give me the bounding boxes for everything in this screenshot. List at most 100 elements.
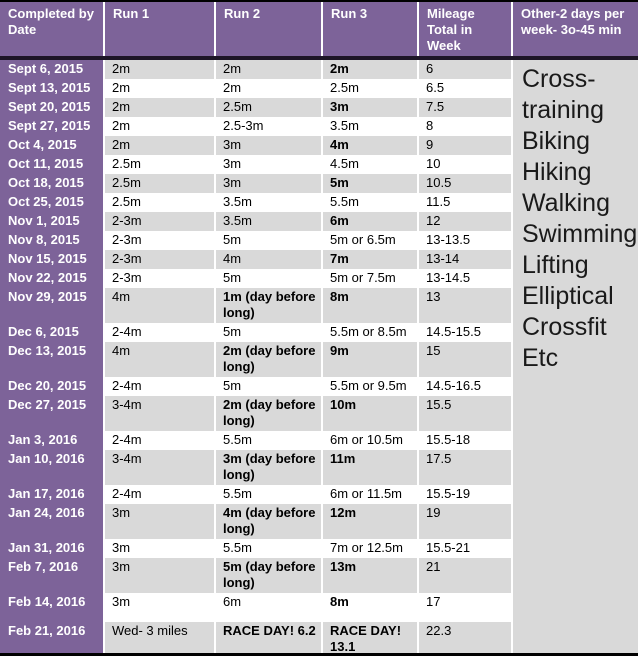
run1-cell: 2-4m: [103, 323, 215, 342]
table-row: Jan 17, 2016 2-4m 5.5m 6m or 11.5m 15.5-…: [0, 485, 638, 504]
date-cell: Feb 14, 2016: [0, 593, 104, 622]
run2-cell: 2m: [214, 58, 322, 79]
table-row: Feb 7, 2016 3m 5m (day before long) 13m …: [0, 558, 638, 593]
date-cell: Nov 1, 2015: [0, 212, 104, 231]
run3-cell: 8m: [321, 593, 418, 622]
mileage-cell: 7.5: [417, 98, 512, 117]
run2-cell: 3m: [214, 136, 322, 155]
mileage-cell: 15.5-18: [417, 431, 512, 450]
run3-cell: RACE DAY! 13.1: [321, 622, 418, 653]
run3-cell: 3m: [321, 98, 418, 117]
run2-cell: 4m (day before long): [214, 504, 322, 539]
mileage-cell: 13-14.5: [417, 269, 512, 288]
run1-cell: 2m: [103, 58, 215, 79]
date-cell: Sept 13, 2015: [0, 79, 104, 98]
table-row: Dec 27, 2015 3-4m 2m (day before long) 1…: [0, 396, 638, 431]
mileage-cell: 14.5-16.5: [417, 377, 512, 396]
run2-cell: 3m: [214, 174, 322, 193]
run1-cell: 3m: [103, 539, 215, 558]
table-row: Jan 3, 2016 2-4m 5.5m 6m or 10.5m 15.5-1…: [0, 431, 638, 450]
activity-label: Cross-training: [522, 65, 604, 124]
run3-cell: 6m or 11.5m: [321, 485, 418, 504]
date-cell: Dec 20, 2015: [0, 377, 104, 396]
run3-cell: 13m: [321, 558, 418, 593]
table-row: Oct 4, 2015 2m 3m 4m 9: [0, 136, 638, 155]
run2-cell: 2.5m: [214, 98, 322, 117]
run1-cell: 2-3m: [103, 250, 215, 269]
run2-cell: 1m (day before long): [214, 288, 322, 323]
run1-cell: 2m: [103, 117, 215, 136]
table-row: Jan 31, 2016 3m 5.5m 7m or 12.5m 15.5-21: [0, 539, 638, 558]
activity-label: Biking: [522, 127, 591, 155]
activity-label: Elliptical: [522, 282, 614, 310]
date-cell: Oct 18, 2015: [0, 174, 104, 193]
date-cell: Dec 6, 2015: [0, 323, 104, 342]
mileage-cell: 17.5: [417, 450, 512, 485]
run1-cell: 3m: [103, 558, 215, 593]
table-row: Jan 24, 2016 3m 4m (day before long) 12m…: [0, 504, 638, 539]
date-cell: Jan 17, 2016: [0, 485, 104, 504]
date-cell: Jan 10, 2016: [0, 450, 104, 485]
run3-cell: 2.5m: [321, 79, 418, 98]
run2-cell: 3m (day before long): [214, 450, 322, 485]
run1-cell: 4m: [103, 342, 215, 377]
date-cell: Feb 7, 2016: [0, 558, 104, 593]
run1-cell: 2-4m: [103, 377, 215, 396]
run2-cell: 3.5m: [214, 212, 322, 231]
run1-cell: 2m: [103, 79, 215, 98]
date-cell: Jan 31, 2016: [0, 539, 104, 558]
run3-cell: 4.5m: [321, 155, 418, 174]
mileage-cell: 10.5: [417, 174, 512, 193]
run2-cell: 3.5m: [214, 193, 322, 212]
run1-cell: 3-4m: [103, 396, 215, 431]
mileage-cell: 15.5-21: [417, 539, 512, 558]
date-cell: Dec 13, 2015: [0, 342, 104, 377]
run3-cell: 5m or 7.5m: [321, 269, 418, 288]
mileage-cell: 22.3: [417, 622, 512, 653]
run1-cell: 2.5m: [103, 193, 215, 212]
run2-cell: 2m: [214, 79, 322, 98]
mileage-cell: 13: [417, 288, 512, 323]
run3-cell: 5.5m or 9.5m: [321, 377, 418, 396]
run1-cell: 2m: [103, 136, 215, 155]
run3-cell: 10m: [321, 396, 418, 431]
table-row: Nov 15, 2015 2-3m 4m 7m 13-14: [0, 250, 638, 269]
mileage-cell: 19: [417, 504, 512, 539]
run1-cell: 2-4m: [103, 485, 215, 504]
table-row: Sept 6, 2015 2m 2m 2m 6 Cross-training B…: [0, 58, 638, 653]
run1-cell: 2.5m: [103, 155, 215, 174]
date-cell: Oct 4, 2015: [0, 136, 104, 155]
mileage-cell: 13-14: [417, 250, 512, 269]
mileage-cell: 15: [417, 342, 512, 377]
column-header-mileage-total: Mileage Total in Week: [417, 2, 512, 60]
run3-cell: 4m: [321, 136, 418, 155]
column-header-run3: Run 3: [321, 2, 418, 60]
mileage-cell: 11.5: [417, 193, 512, 212]
run1-cell: 2.5m: [103, 174, 215, 193]
column-header-run2: Run 2: [214, 2, 322, 60]
table-row: Oct 25, 2015 2.5m 3.5m 5.5m 11.5: [0, 193, 638, 212]
date-cell: Sept 20, 2015: [0, 98, 104, 117]
run1-cell: Wed- 3 miles: [103, 622, 215, 653]
column-header-run1: Run 1: [103, 2, 215, 60]
run3-cell: 5.5m or 8.5m: [321, 323, 418, 342]
table-row: Oct 11, 2015 2.5m 3m 4.5m 10: [0, 155, 638, 174]
date-cell: Oct 25, 2015: [0, 193, 104, 212]
mileage-cell: 12: [417, 212, 512, 231]
table-row: Jan 10, 2016 3-4m 3m (day before long) 1…: [0, 450, 638, 485]
other-activities-list: Cross-training Biking Hiking Walking Swi…: [514, 60, 638, 390]
activity-label: Hiking: [522, 158, 592, 186]
run2-cell: 6m: [214, 593, 322, 622]
run2-cell: RACE DAY! 6.2: [214, 622, 322, 653]
run3-cell: 8m: [321, 288, 418, 323]
date-cell: Jan 3, 2016: [0, 431, 104, 450]
table-row: Nov 29, 2015 4m 1m (day before long) 8m …: [0, 288, 638, 323]
run1-cell: 3m: [103, 504, 215, 539]
run3-cell: 2m: [321, 58, 418, 79]
activity-label: Walking: [522, 189, 610, 217]
run2-cell: 5.5m: [214, 485, 322, 504]
run3-cell: 7m or 12.5m: [321, 539, 418, 558]
run2-cell: 5.5m: [214, 431, 322, 450]
